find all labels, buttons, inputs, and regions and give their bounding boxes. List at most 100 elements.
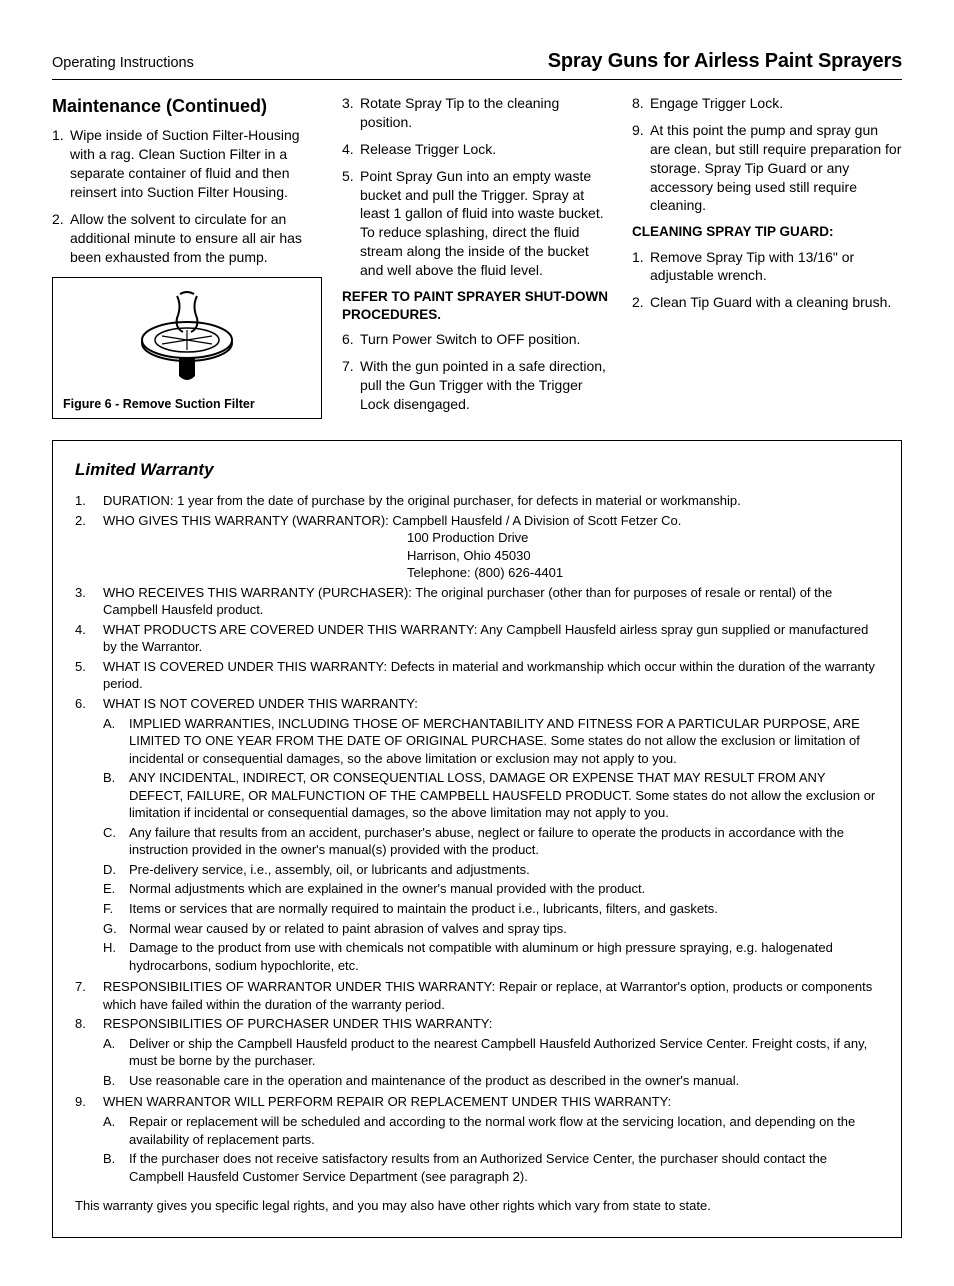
warranty-item-text: WHAT PRODUCTS ARE COVERED UNDER THIS WAR… <box>103 621 879 656</box>
warranty-item-body: WHAT IS NOT COVERED UNDER THIS WARRANTY:… <box>103 695 879 976</box>
warranty-sub-letter: H. <box>103 939 129 974</box>
warranty-item-body: RESPONSIBILITIES OF WARRANTOR UNDER THIS… <box>103 978 879 1013</box>
warranty-sub-text: ANY INCIDENTAL, INDIRECT, OR CONSEQUENTI… <box>129 769 879 822</box>
warranty-sub-item: G.Normal wear caused by or related to pa… <box>103 920 879 938</box>
warranty-sub-item: B.If the purchaser does not receive sati… <box>103 1150 879 1185</box>
warranty-item: 3.WHO RECEIVES THIS WARRANTY (PURCHASER)… <box>75 584 879 619</box>
warranty-item: 1.DURATION: 1 year from the date of purc… <box>75 492 879 510</box>
column-3: 8.Engage Trigger Lock. 9.At this point t… <box>632 94 902 422</box>
item-text: Wipe inside of Suction Filter-Housing wi… <box>70 126 322 202</box>
warranty-sub-item: B.Use reasonable care in the operation a… <box>103 1072 879 1090</box>
list-item: 3.Rotate Spray Tip to the cleaning posit… <box>342 94 612 132</box>
warranty-item-number: 4. <box>75 621 103 656</box>
warranty-item-number: 5. <box>75 658 103 693</box>
warranty-item-text: WHAT IS NOT COVERED UNDER THIS WARRANTY: <box>103 695 879 713</box>
header-left: Operating Instructions <box>52 54 194 74</box>
warranty-sub-text: Deliver or ship the Campbell Hausfeld pr… <box>129 1035 879 1070</box>
warranty-item-number: 9. <box>75 1093 103 1187</box>
item-text: Point Spray Gun into an empty waste buck… <box>360 167 612 280</box>
warranty-sublist: A.Repair or replacement will be schedule… <box>103 1113 879 1185</box>
warranty-address-line: Telephone: (800) 626-4401 <box>103 564 879 582</box>
col3-list-a: 8.Engage Trigger Lock. 9.At this point t… <box>632 94 902 215</box>
col3-list-b: 1.Remove Spray Tip with 13/16" or adjust… <box>632 248 902 313</box>
warranty-sub-letter: C. <box>103 824 129 859</box>
warranty-item-text: RESPONSIBILITIES OF PURCHASER UNDER THIS… <box>103 1015 879 1033</box>
warranty-sub-item: F.Items or services that are normally re… <box>103 900 879 918</box>
warranty-item: 9.WHEN WARRANTOR WILL PERFORM REPAIR OR … <box>75 1093 879 1187</box>
warranty-item-body: DURATION: 1 year from the date of purcha… <box>103 492 879 510</box>
figure-caption: Figure 6 - Remove Suction Filter <box>63 396 311 413</box>
warranty-item-text: WHO RECEIVES THIS WARRANTY (PURCHASER): … <box>103 584 879 619</box>
column-1: Maintenance (Continued) 1.Wipe inside of… <box>52 94 322 422</box>
warranty-sub-text: Normal adjustments which are explained i… <box>129 880 879 898</box>
item-text: Engage Trigger Lock. <box>650 94 902 113</box>
item-text: Allow the solvent to circulate for an ad… <box>70 210 322 267</box>
item-number: 5. <box>342 167 360 280</box>
item-text: Release Trigger Lock. <box>360 140 612 159</box>
warranty-item-number: 1. <box>75 492 103 510</box>
item-number: 8. <box>632 94 650 113</box>
warranty-sub-text: Use reasonable care in the operation and… <box>129 1072 879 1090</box>
shutdown-heading: REFER TO PAINT SPRAYER SHUT-DOWN PROCEDU… <box>342 288 612 324</box>
item-number: 6. <box>342 330 360 349</box>
warranty-sub-item: B.ANY INCIDENTAL, INDIRECT, OR CONSEQUEN… <box>103 769 879 822</box>
warranty-item: 2.WHO GIVES THIS WARRANTY (WARRANTOR): C… <box>75 512 879 582</box>
list-item: 2.Clean Tip Guard with a cleaning brush. <box>632 293 902 312</box>
warranty-sub-letter: A. <box>103 1035 129 1070</box>
col2-list-b: 6.Turn Power Switch to OFF position. 7.W… <box>342 330 612 414</box>
warranty-sub-item: A.Repair or replacement will be schedule… <box>103 1113 879 1148</box>
item-number: 1. <box>632 248 650 286</box>
warranty-item-number: 2. <box>75 512 103 582</box>
warranty-title: Limited Warranty <box>75 459 879 482</box>
item-text: With the gun pointed in a safe direction… <box>360 357 612 414</box>
item-text: Remove Spray Tip with 13/16" or adjustab… <box>650 248 902 286</box>
warranty-item-text: WHEN WARRANTOR WILL PERFORM REPAIR OR RE… <box>103 1093 879 1111</box>
warranty-sub-item: A.IMPLIED WARRANTIES, INCLUDING THOSE OF… <box>103 715 879 768</box>
col1-list: 1.Wipe inside of Suction Filter-Housing … <box>52 126 322 266</box>
content-columns: Maintenance (Continued) 1.Wipe inside of… <box>52 94 902 422</box>
item-text: Rotate Spray Tip to the cleaning positio… <box>360 94 612 132</box>
warranty-address-line: 100 Production Drive <box>103 529 879 547</box>
list-item: 2.Allow the solvent to circulate for an … <box>52 210 322 267</box>
warranty-item: 4.WHAT PRODUCTS ARE COVERED UNDER THIS W… <box>75 621 879 656</box>
warranty-item-text: WHO GIVES THIS WARRANTY (WARRANTOR): Cam… <box>103 512 879 530</box>
warranty-sub-letter: G. <box>103 920 129 938</box>
maintenance-title: Maintenance (Continued) <box>52 94 322 118</box>
list-item: 5.Point Spray Gun into an empty waste bu… <box>342 167 612 280</box>
suction-filter-icon <box>127 288 247 388</box>
item-text: At this point the pump and spray gun are… <box>650 121 902 215</box>
page-header: Operating Instructions Spray Guns for Ai… <box>52 48 902 80</box>
warranty-item: 5.WHAT IS COVERED UNDER THIS WARRANTY: D… <box>75 658 879 693</box>
item-number: 2. <box>632 293 650 312</box>
warranty-item: 6.WHAT IS NOT COVERED UNDER THIS WARRANT… <box>75 695 879 976</box>
warranty-sub-item: C.Any failure that results from an accid… <box>103 824 879 859</box>
column-2: 3.Rotate Spray Tip to the cleaning posit… <box>342 94 612 422</box>
warranty-item-body: WHO GIVES THIS WARRANTY (WARRANTOR): Cam… <box>103 512 879 582</box>
item-text: Clean Tip Guard with a cleaning brush. <box>650 293 902 312</box>
list-item: 6.Turn Power Switch to OFF position. <box>342 330 612 349</box>
warranty-sub-letter: A. <box>103 1113 129 1148</box>
warranty-address-line: Harrison, Ohio 45030 <box>103 547 879 565</box>
warranty-item: 7.RESPONSIBILITIES OF WARRANTOR UNDER TH… <box>75 978 879 1013</box>
warranty-item-body: WHEN WARRANTOR WILL PERFORM REPAIR OR RE… <box>103 1093 879 1187</box>
list-item: 1.Wipe inside of Suction Filter-Housing … <box>52 126 322 202</box>
warranty-sub-text: Pre-delivery service, i.e., assembly, oi… <box>129 861 879 879</box>
warranty-item-body: WHAT PRODUCTS ARE COVERED UNDER THIS WAR… <box>103 621 879 656</box>
item-number: 3. <box>342 94 360 132</box>
warranty-item-text: WHAT IS COVERED UNDER THIS WARRANTY: Def… <box>103 658 879 693</box>
warranty-sub-letter: B. <box>103 1072 129 1090</box>
warranty-sub-letter: E. <box>103 880 129 898</box>
item-number: 1. <box>52 126 70 202</box>
warranty-box: Limited Warranty 1.DURATION: 1 year from… <box>52 440 902 1238</box>
warranty-item-number: 7. <box>75 978 103 1013</box>
warranty-sub-text: IMPLIED WARRANTIES, INCLUDING THOSE OF M… <box>129 715 879 768</box>
warranty-sublist: A.Deliver or ship the Campbell Hausfeld … <box>103 1035 879 1090</box>
list-item: 1.Remove Spray Tip with 13/16" or adjust… <box>632 248 902 286</box>
cleaning-heading: CLEANING SPRAY TIP GUARD: <box>632 223 902 241</box>
warranty-item-body: WHO RECEIVES THIS WARRANTY (PURCHASER): … <box>103 584 879 619</box>
warranty-item-body: WHAT IS COVERED UNDER THIS WARRANTY: Def… <box>103 658 879 693</box>
warranty-item: 8.RESPONSIBILITIES OF PURCHASER UNDER TH… <box>75 1015 879 1091</box>
warranty-item-body: RESPONSIBILITIES OF PURCHASER UNDER THIS… <box>103 1015 879 1091</box>
warranty-item-text: DURATION: 1 year from the date of purcha… <box>103 492 879 510</box>
warranty-sub-letter: F. <box>103 900 129 918</box>
